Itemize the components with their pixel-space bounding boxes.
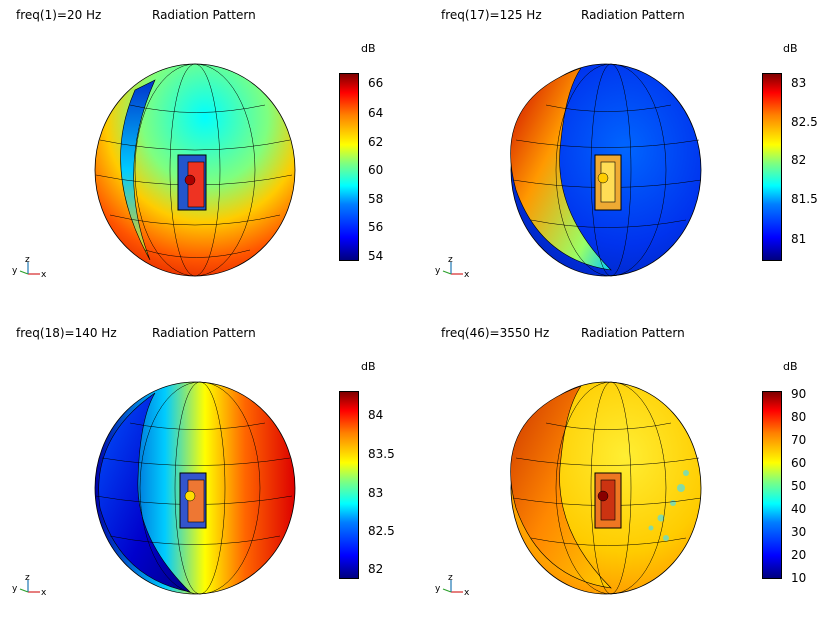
plot-title: Radiation Pattern [152, 326, 256, 340]
colorbar-tick: 82.5 [791, 115, 818, 129]
freq-label: freq(46)=3550 Hz [441, 326, 550, 340]
colorbar-unit: dB [361, 42, 376, 55]
plot-panel-3550hz: freq(46)=3550 Hz Radiation Pattern dB 90… [411, 318, 822, 617]
plot-panel-20hz: freq(1)=20 Hz Radiation Pattern dB 66 64… [0, 0, 411, 299]
svg-text:z: z [25, 574, 30, 583]
colorbar-tick: 66 [368, 76, 384, 90]
colorbar-unit: dB [783, 42, 798, 55]
colorbar-tick: 40 [791, 502, 807, 516]
svg-text:y: y [435, 266, 441, 276]
colorbar-tick: 81 [791, 232, 807, 246]
plot-title: Radiation Pattern [152, 8, 256, 22]
colorbar-tick: 58 [368, 192, 384, 206]
svg-text:z: z [25, 256, 30, 265]
colorbar-tick: 90 [791, 387, 807, 401]
plot-title: Radiation Pattern [581, 8, 685, 22]
axes-triad-icon: x z y [435, 574, 470, 598]
colorbar [339, 391, 359, 579]
svg-text:y: y [435, 584, 441, 594]
radiation-pattern-3d [94, 381, 296, 595]
svg-text:z: z [448, 574, 453, 583]
colorbar-tick: 20 [791, 548, 807, 562]
svg-text:x: x [41, 270, 47, 280]
colorbar-unit: dB [783, 360, 798, 373]
colorbar [762, 73, 782, 261]
axes-triad-icon: x z y [12, 574, 47, 598]
colorbar [762, 391, 782, 579]
svg-text:y: y [12, 266, 18, 276]
colorbar [339, 73, 359, 261]
colorbar-tick: 56 [368, 220, 384, 234]
colorbar-tick: 70 [791, 433, 807, 447]
radiation-pattern-3d [510, 381, 702, 595]
axes-triad-icon: x z y [12, 256, 47, 280]
colorbar-tick: 84 [368, 408, 384, 422]
axes-triad-icon: x z y [435, 256, 470, 280]
svg-text:x: x [464, 270, 470, 280]
colorbar-tick: 80 [791, 410, 807, 424]
colorbar-tick: 60 [368, 163, 384, 177]
plot-panel-140hz: freq(18)=140 Hz Radiation Pattern dB 84 … [0, 318, 411, 617]
colorbar-tick: 83 [368, 486, 384, 500]
colorbar-tick: 62 [368, 135, 384, 149]
colorbar-tick: 81.5 [791, 192, 818, 206]
svg-text:y: y [12, 584, 18, 594]
colorbar-tick: 54 [368, 249, 384, 263]
colorbar-tick: 64 [368, 106, 384, 120]
colorbar-tick: 82 [368, 562, 384, 576]
colorbar-tick: 83 [791, 76, 807, 90]
colorbar-tick: 82 [791, 153, 807, 167]
svg-text:x: x [41, 588, 47, 598]
colorbar-tick: 60 [791, 456, 807, 470]
plot-title: Radiation Pattern [581, 326, 685, 340]
colorbar-tick: 10 [791, 571, 807, 585]
svg-text:z: z [448, 256, 453, 265]
plot-panel-125hz: freq(17)=125 Hz Radiation Pattern dB 83 … [411, 0, 822, 299]
radiation-pattern-3d [510, 63, 702, 277]
freq-label: freq(18)=140 Hz [16, 326, 117, 340]
radiation-pattern-3d [94, 63, 296, 277]
colorbar-tick: 82.5 [368, 524, 395, 538]
freq-label: freq(17)=125 Hz [441, 8, 542, 22]
colorbar-tick: 30 [791, 525, 807, 539]
colorbar-tick: 83.5 [368, 447, 395, 461]
colorbar-unit: dB [361, 360, 376, 373]
freq-label: freq(1)=20 Hz [16, 8, 102, 22]
svg-text:x: x [464, 588, 470, 598]
colorbar-tick: 50 [791, 479, 807, 493]
